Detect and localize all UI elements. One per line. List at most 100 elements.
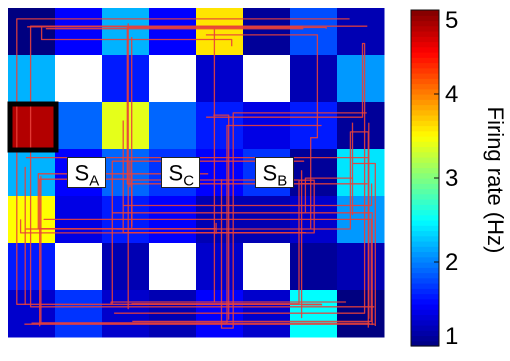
trajectory-path [220,112,367,329]
trajectory-path [45,28,304,303]
colorbar-band [411,31,439,37]
colorbar-band [411,88,439,95]
colorbar-band [411,73,439,79]
colorbar-band [411,199,439,205]
colorbar-band [411,25,439,32]
obstacle-cell [243,243,291,291]
colorbar-band [411,214,439,221]
colorbar-tick-label: 4 [445,81,458,108]
colorbar-band [411,172,439,179]
state-label-box [161,157,200,188]
colorbar-band [411,20,439,27]
colorbar-band [411,267,439,274]
colorbar-band [411,193,439,200]
heatmap-cell [102,8,150,56]
trajectory-path [114,42,366,314]
heatmap-cell [196,149,244,197]
colorbar-band [411,178,439,184]
colorbar-band [411,225,439,232]
colorbar-band [411,209,439,216]
colorbar-band [411,298,439,305]
heatmap-cell [149,102,197,150]
colorbar-band [411,109,439,116]
trajectory-path [43,218,372,323]
highlighted-cell-border [7,101,59,153]
obstacle-cell [55,243,103,291]
heatmap-cell [8,243,56,291]
heatmap-cell [55,8,103,56]
heatmap-cell [8,102,56,150]
state-label-box [255,157,294,188]
heatmap-cell [290,243,338,291]
heatmap-cell [149,8,197,56]
colorbar-band [411,246,439,253]
trajectory-path [24,322,375,325]
trajectory-path [205,34,319,229]
colorbar-band [411,335,439,342]
colorbar-band [411,36,439,43]
colorbar [410,9,440,347]
colorbar-band [411,330,439,337]
colorbar-band [411,293,439,300]
trajectory-path [116,131,369,328]
trajectory-path [123,183,373,207]
trajectory-paths [16,18,376,329]
trajectory-path [27,26,303,47]
heatmap-cell [337,102,385,150]
colorbar-band [411,325,439,331]
heatmap-cell [290,8,338,56]
colorbar-band [411,230,439,237]
colorbar-band [411,157,439,163]
colorbar-band [411,251,439,258]
colorbar-tick-label: 1 [445,323,458,350]
heatmap-cell [290,55,338,103]
heatmap-cell [55,102,103,150]
heatmap-cells [8,8,385,338]
colorbar-band [411,288,439,295]
colorbar-band [411,83,439,90]
trajectory-path [351,122,376,326]
heatmap-cell [196,55,244,103]
heatmap-cell [196,8,244,56]
colorbar-band [411,314,439,321]
heatmap-cell [102,55,150,103]
colorbar-tick-label: 2 [445,249,458,276]
colorbar-band [411,304,439,310]
colorbar-band [411,151,439,158]
colorbar-band [411,167,439,174]
colorbar-band [411,204,439,211]
heatmap-cell [196,243,244,291]
colorbar-band [411,41,439,48]
colorbar-band [411,235,439,242]
trajectory-path [111,160,305,304]
colorbar-band [411,52,439,58]
colorbar-band [411,94,439,100]
colorbar-band [411,256,439,263]
heatmap-cell [8,55,56,103]
heatmap-cell [8,8,56,56]
colorbar-label: Firing rate (Hz) [483,107,508,254]
trajectory-path [19,179,315,234]
colorbar-band [411,125,439,132]
colorbar-ticks: 1 2 3 4 5 [434,7,458,350]
trajectory-path [112,177,373,326]
colorbar-band [411,99,439,106]
colorbar-band [411,10,439,16]
colorbar-band [411,183,439,190]
heatmap-cell [337,55,385,103]
obstacle-cell [149,55,197,103]
colorbar-band [411,57,439,64]
colorbar-band [411,15,439,22]
obstacle-cell [149,243,197,291]
colorbar-band [411,141,439,148]
colorbar-band [411,120,439,127]
colorbar-tick-label: 5 [445,7,458,34]
colorbar-band [411,162,439,169]
obstacle-cell [55,55,103,103]
colorbar-band [411,220,439,226]
colorbar-band [411,104,439,111]
colorbar-tick-label: 3 [445,165,458,192]
heatmap-cell [337,149,385,197]
colorbar-band [411,46,439,53]
